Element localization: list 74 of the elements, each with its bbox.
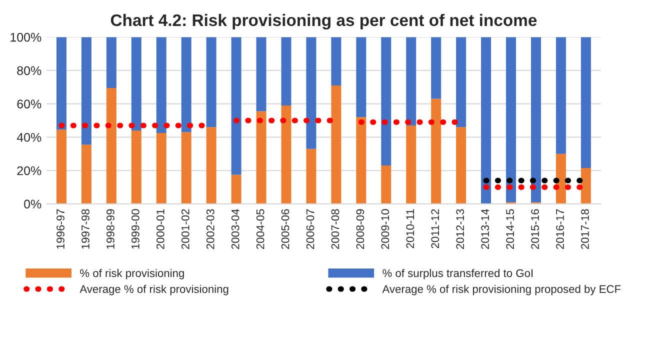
bar	[580, 37, 591, 168]
bar	[156, 132, 166, 204]
bar	[131, 130, 142, 204]
bar	[81, 37, 92, 145]
bar	[331, 85, 342, 204]
y-tick-label: 20%	[17, 166, 42, 176]
bar	[356, 37, 366, 118]
x-tick-label: 1997-98	[82, 209, 90, 249]
bar	[556, 37, 566, 154]
x-tick-label: 2008-09	[356, 209, 364, 249]
bar	[406, 125, 416, 204]
y-tick-label: 60%	[17, 100, 42, 108]
x-tick-label: 2011-12	[431, 209, 440, 248]
x-tick-label: 2013-14	[481, 209, 490, 249]
legend-label: Average % of risk provisioning	[80, 284, 228, 296]
bar	[281, 37, 292, 106]
x-tick-label: 2016-17	[556, 209, 564, 249]
bar	[306, 37, 316, 149]
chart-title: Chart 4.2: Risk provisioning as per cent of net income	[110, 14, 537, 30]
y-tick-label: 40%	[16, 132, 42, 142]
bar	[56, 37, 66, 130]
x-tick-label: 1996-97	[56, 209, 64, 249]
bar	[431, 37, 442, 99]
x-tick-label: 2009-10	[381, 209, 390, 249]
x-tick-label: 2012-13	[456, 209, 464, 249]
x-tick-label: 1999-00	[132, 209, 140, 249]
x-tick-label: 2010-11	[406, 209, 414, 248]
legend-label: % of surplus transferred to GoI	[382, 268, 533, 280]
legend-label: % of risk provisioning	[80, 268, 184, 280]
bar	[206, 37, 216, 128]
bar	[106, 88, 116, 204]
x-tick-label: 2004-05	[256, 209, 264, 249]
bar	[580, 168, 591, 204]
y-tick-label: 0%	[24, 200, 42, 209]
bar	[381, 37, 392, 166]
bar	[256, 111, 266, 204]
bar	[306, 148, 316, 204]
bar	[181, 132, 192, 204]
bar	[281, 105, 292, 204]
y-tick-label: 100%	[10, 32, 42, 42]
bar	[456, 37, 466, 128]
bar	[256, 37, 266, 112]
bar	[431, 98, 442, 204]
bar	[56, 130, 66, 204]
bar	[231, 174, 242, 204]
x-tick-label: 2001-02	[181, 209, 190, 249]
bar	[456, 127, 466, 204]
bar	[81, 144, 92, 204]
bar	[356, 117, 366, 204]
x-tick-label: 2003-04	[231, 209, 240, 249]
x-tick-label: 1998-99	[106, 209, 114, 249]
bar	[131, 37, 142, 130]
bar	[206, 127, 216, 204]
bar	[181, 37, 192, 132]
bar	[156, 37, 166, 133]
bar	[106, 37, 116, 88]
bar	[556, 154, 566, 204]
x-tick-label: 2006-07	[306, 209, 314, 249]
x-tick-label: 2005-06	[281, 209, 290, 249]
bar	[231, 37, 242, 175]
bar	[406, 37, 416, 126]
x-tick-label: 2000-01	[156, 209, 164, 249]
x-tick-label: 2002-03	[206, 209, 214, 249]
x-tick-label: 2015-16	[531, 209, 539, 249]
bar	[506, 37, 516, 202]
bar	[481, 37, 492, 204]
y-tick-label: 80%	[17, 66, 42, 76]
legend-label: Average % of risk provisioning proposed by ECF	[382, 284, 621, 296]
bar	[530, 37, 541, 202]
x-tick-label: 2007-08	[331, 209, 340, 249]
bar	[381, 166, 392, 204]
bar	[331, 37, 342, 86]
x-tick-label: 2017-18	[581, 209, 589, 249]
x-tick-label: 2014-15	[506, 209, 514, 249]
